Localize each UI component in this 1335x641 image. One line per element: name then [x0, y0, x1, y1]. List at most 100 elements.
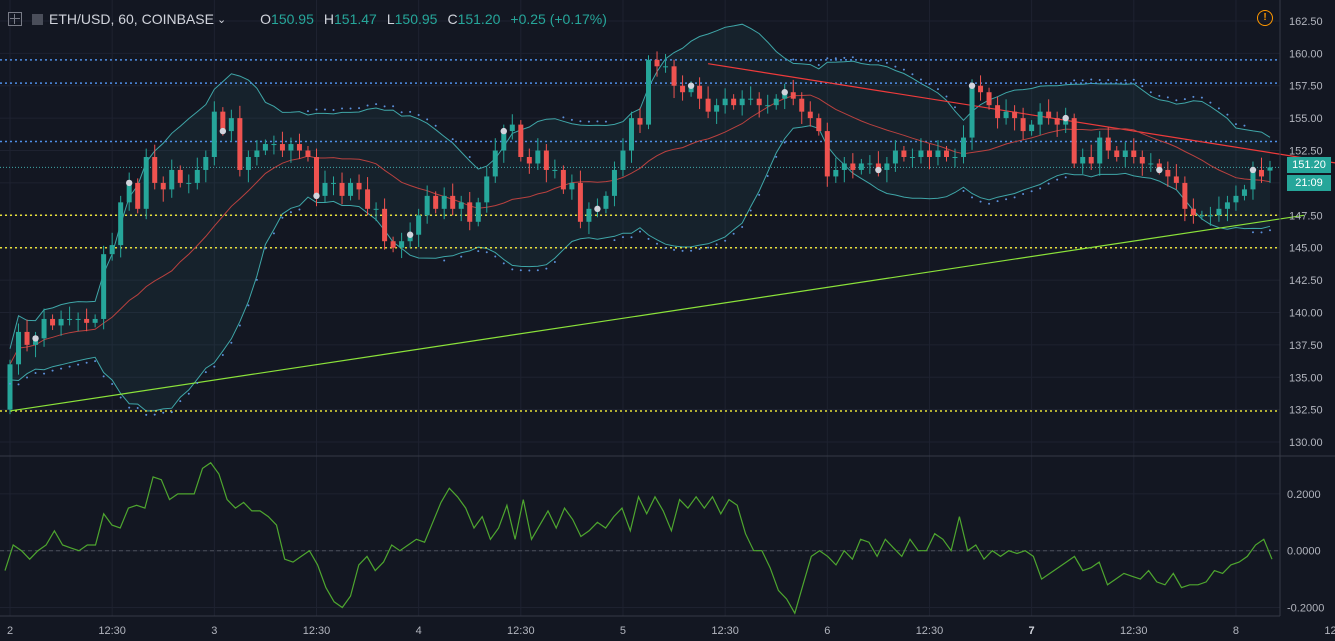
sar-dot: [1107, 78, 1110, 81]
candle-body: [714, 105, 720, 112]
candle-body: [296, 144, 302, 151]
symbol-title[interactable]: ETH/USD, 60, COINBASE: [49, 11, 214, 27]
sar-dot: [1234, 123, 1237, 126]
candle-body: [1165, 169, 1171, 177]
candle-body: [586, 208, 592, 222]
candle-body: [118, 202, 124, 246]
candle-body: [160, 182, 166, 190]
candle-body: [1012, 111, 1018, 119]
sar-dot: [885, 61, 888, 64]
change-value: +0.25 (+0.17%): [510, 11, 607, 27]
sar-dot: [860, 58, 863, 61]
sar-dot: [34, 371, 37, 374]
sar-dot: [758, 193, 761, 196]
sar-dot: [792, 58, 795, 61]
price-tick-label: 145.00: [1289, 243, 1323, 255]
sar-dot: [1081, 79, 1084, 82]
candle-body: [1156, 163, 1162, 170]
candle-body: [373, 208, 379, 210]
candle-body: [986, 92, 992, 106]
sar-dot: [511, 268, 514, 271]
candle-body: [143, 157, 149, 209]
sar-dot: [1115, 78, 1118, 81]
sar-dot: [1098, 78, 1101, 81]
candle-body: [637, 118, 643, 125]
sar-dot: [817, 63, 820, 66]
sar-dot: [68, 365, 71, 368]
high-value: 151.47: [334, 11, 377, 27]
sar-dot: [1260, 231, 1263, 234]
candle-body: [1020, 118, 1026, 132]
candle-body: [58, 318, 64, 326]
sar-dot: [1158, 94, 1161, 97]
sar-dot: [562, 116, 565, 119]
sar-dot: [919, 78, 922, 81]
price-tick-label: 140.00: [1289, 307, 1323, 319]
candle-body: [1233, 195, 1239, 203]
bollinger-lower: [9, 125, 1271, 412]
candle-body: [109, 245, 115, 255]
candle-body: [1173, 176, 1179, 183]
time-tick-label: 12:30: [1120, 625, 1148, 637]
candle-body: [7, 364, 13, 410]
marker-dot: [406, 231, 414, 238]
marker-dot: [32, 335, 39, 342]
sar-dot: [1141, 85, 1144, 88]
sar-dot: [783, 141, 786, 144]
candle-body: [1131, 150, 1137, 157]
sar-dot: [153, 413, 156, 416]
sar-dot: [621, 236, 624, 239]
alert-icon[interactable]: !: [1257, 10, 1273, 26]
sar-dot: [928, 83, 931, 86]
sar-dot: [221, 353, 224, 356]
sar-dot: [630, 236, 633, 239]
trend-resistance: [708, 63, 1335, 164]
candle-body: [254, 150, 260, 157]
candle-body: [441, 195, 447, 209]
sar-dot: [996, 200, 999, 203]
horizontal-levels: [0, 59, 1280, 412]
sar-dot: [1064, 176, 1067, 179]
open-key: O: [260, 11, 272, 27]
parabolic-sar: [9, 56, 1271, 416]
candle-body: [773, 98, 779, 106]
sar-dot: [9, 382, 11, 385]
sar-dot: [17, 383, 20, 386]
candle-body: [186, 182, 192, 184]
candle-body: [356, 182, 362, 190]
price-tick-label: 155.00: [1289, 113, 1323, 125]
price-tick-label: 157.50: [1289, 81, 1323, 93]
sar-dot: [775, 155, 778, 158]
candle-body: [943, 150, 949, 157]
price-tick-label: 162.50: [1289, 16, 1323, 28]
candle-body: [577, 182, 583, 222]
sar-dot: [341, 107, 344, 110]
trend-lines: [9, 63, 1335, 412]
candle-body: [24, 331, 30, 345]
candle-body: [543, 150, 549, 170]
sar-dot: [485, 251, 488, 254]
candle-body: [1216, 208, 1222, 216]
chevron-down-icon[interactable]: ⌄: [216, 13, 227, 26]
sar-dot: [528, 269, 531, 272]
candle-body: [424, 195, 430, 216]
candle-body: [816, 118, 822, 132]
sar-dot: [298, 208, 301, 211]
low-value: 150.95: [394, 11, 438, 27]
candle-body: [271, 144, 277, 146]
candle-body: [892, 150, 898, 164]
candle-body: [603, 195, 609, 209]
candle-body: [245, 157, 251, 170]
sar-dot: [213, 365, 216, 368]
candle-body: [535, 150, 541, 164]
sar-dot: [383, 105, 386, 108]
candle-body: [416, 215, 422, 235]
price-tick-label: 132.50: [1289, 405, 1323, 417]
add-symbol-icon[interactable]: [8, 12, 22, 26]
marker-dot: [500, 127, 507, 135]
candle-body: [926, 150, 932, 157]
candle-body: [322, 182, 328, 196]
sar-dot: [639, 230, 641, 233]
price-tick-label: 147.50: [1289, 210, 1323, 222]
